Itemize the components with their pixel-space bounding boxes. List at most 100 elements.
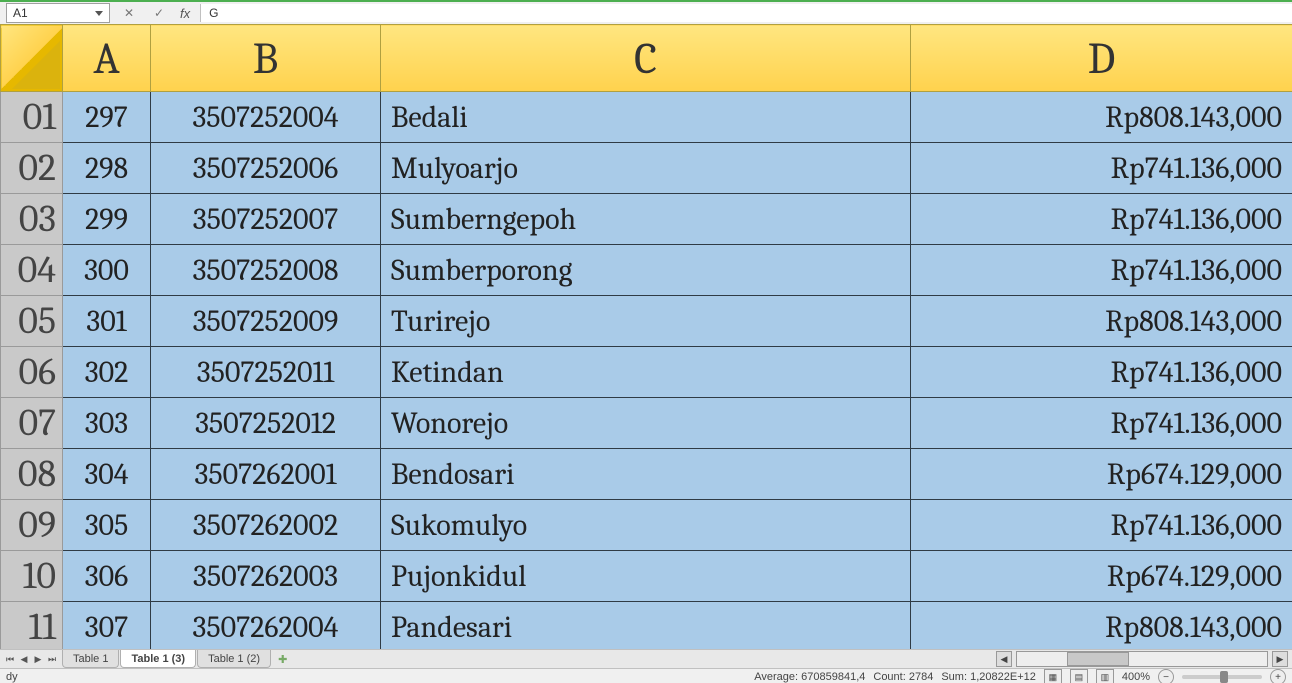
cell[interactable]: 307 bbox=[63, 602, 151, 650]
cell[interactable]: 299 bbox=[63, 194, 151, 245]
cell[interactable]: Rp674.129,000 bbox=[911, 551, 1292, 602]
cell[interactable]: 3507252009 bbox=[151, 296, 381, 347]
hscroll-right-button[interactable]: ▶ bbox=[1272, 651, 1288, 667]
row-header[interactable]: 07 bbox=[1, 398, 63, 449]
table-row: 113073507262004PandesariRp808.143,000 bbox=[1, 602, 1292, 650]
view-page-icon[interactable]: ▤ bbox=[1070, 669, 1088, 683]
cell[interactable]: Rp741.136,000 bbox=[911, 143, 1292, 194]
tab-next-icon[interactable]: ▶ bbox=[32, 653, 44, 665]
row-header[interactable]: 01 bbox=[1, 92, 63, 143]
formula-cancel-button[interactable]: ✕ bbox=[116, 3, 142, 23]
cell[interactable]: 3507262004 bbox=[151, 602, 381, 650]
name-box[interactable]: A1 bbox=[6, 3, 110, 23]
formula-bar-buttons: ✕ ✓ bbox=[116, 3, 172, 23]
sheet-table: A B C D 012973507252004BedaliRp808.143,0… bbox=[0, 24, 1292, 649]
zoom-slider-knob[interactable] bbox=[1220, 671, 1228, 683]
fx-label[interactable]: fx bbox=[180, 6, 190, 21]
sheet-tab[interactable]: Table 1 (3) bbox=[120, 650, 196, 668]
row-header[interactable]: 06 bbox=[1, 347, 63, 398]
sheet-tab[interactable]: Table 1 bbox=[62, 650, 119, 668]
formula-input[interactable]: G bbox=[200, 4, 1292, 22]
name-box-value: A1 bbox=[13, 6, 28, 20]
hscroll-thumb[interactable] bbox=[1067, 652, 1129, 666]
cell[interactable]: 3507262001 bbox=[151, 449, 381, 500]
sheet-tabs-row: ⏮ ◀ ▶ ⏭ Table 1Table 1 (3)Table 1 (2) ✚ … bbox=[0, 649, 1292, 669]
column-header-B[interactable]: B bbox=[151, 25, 381, 92]
cell[interactable]: 298 bbox=[63, 143, 151, 194]
add-sheet-button[interactable]: ✚ bbox=[272, 650, 293, 668]
status-left-text: dy bbox=[6, 671, 18, 683]
zoom-slider[interactable] bbox=[1182, 675, 1262, 679]
view-break-icon[interactable]: ▥ bbox=[1096, 669, 1114, 683]
cell[interactable]: Sumberporong bbox=[381, 245, 911, 296]
horizontal-scroll-area: ◀ ▶ bbox=[293, 650, 1292, 668]
hscroll-left-button[interactable]: ◀ bbox=[996, 651, 1012, 667]
sheet-tab[interactable]: Table 1 (2) bbox=[197, 650, 271, 668]
hscroll-track[interactable] bbox=[1016, 651, 1268, 667]
tab-last-icon[interactable]: ⏭ bbox=[46, 653, 58, 665]
cell[interactable]: 3507262002 bbox=[151, 500, 381, 551]
cell[interactable]: Rp741.136,000 bbox=[911, 398, 1292, 449]
cell[interactable]: Bendosari bbox=[381, 449, 911, 500]
cell[interactable]: Bedali bbox=[381, 92, 911, 143]
table-row: 012973507252004BedaliRp808.143,000 bbox=[1, 92, 1292, 143]
cell[interactable]: Turirejo bbox=[381, 296, 911, 347]
cell[interactable]: Rp808.143,000 bbox=[911, 92, 1292, 143]
cell[interactable]: 300 bbox=[63, 245, 151, 296]
cell[interactable]: Rp741.136,000 bbox=[911, 194, 1292, 245]
table-row: 043003507252008SumberporongRp741.136,000 bbox=[1, 245, 1292, 296]
column-header-D[interactable]: D bbox=[911, 25, 1292, 92]
cell[interactable]: 306 bbox=[63, 551, 151, 602]
cell[interactable]: 297 bbox=[63, 92, 151, 143]
cell[interactable]: Wonorejo bbox=[381, 398, 911, 449]
row-header[interactable]: 02 bbox=[1, 143, 63, 194]
cell[interactable]: Rp808.143,000 bbox=[911, 296, 1292, 347]
view-normal-icon[interactable]: ▦ bbox=[1044, 669, 1062, 683]
cell[interactable]: 3507252007 bbox=[151, 194, 381, 245]
name-box-dropdown-icon[interactable] bbox=[95, 11, 103, 16]
row-header[interactable]: 11 bbox=[1, 602, 63, 650]
formula-bar: A1 ✕ ✓ fx G bbox=[0, 2, 1292, 25]
cell[interactable]: 3507252012 bbox=[151, 398, 381, 449]
cell[interactable]: 3507262003 bbox=[151, 551, 381, 602]
row-header[interactable]: 03 bbox=[1, 194, 63, 245]
cell[interactable]: 3507252008 bbox=[151, 245, 381, 296]
row-header[interactable]: 10 bbox=[1, 551, 63, 602]
cell[interactable]: Pandesari bbox=[381, 602, 911, 650]
status-sum: Sum: 1,20822E+12 bbox=[941, 671, 1036, 683]
row-header[interactable]: 05 bbox=[1, 296, 63, 347]
tab-prev-icon[interactable]: ◀ bbox=[18, 653, 30, 665]
cell[interactable]: 305 bbox=[63, 500, 151, 551]
column-header-A[interactable]: A bbox=[63, 25, 151, 92]
cell[interactable]: 3507252004 bbox=[151, 92, 381, 143]
table-row: 103063507262003PujonkidulRp674.129,000 bbox=[1, 551, 1292, 602]
cell[interactable]: 301 bbox=[63, 296, 151, 347]
cell[interactable]: 303 bbox=[63, 398, 151, 449]
cell[interactable]: Sukomulyo bbox=[381, 500, 911, 551]
row-header[interactable]: 08 bbox=[1, 449, 63, 500]
cell[interactable]: Rp808.143,000 bbox=[911, 602, 1292, 650]
cell[interactable]: 3507252011 bbox=[151, 347, 381, 398]
spreadsheet-grid[interactable]: A B C D 012973507252004BedaliRp808.143,0… bbox=[0, 24, 1292, 649]
cell[interactable]: Sumberngepoh bbox=[381, 194, 911, 245]
cell[interactable]: 3507252006 bbox=[151, 143, 381, 194]
zoom-in-button[interactable]: + bbox=[1270, 669, 1286, 683]
row-header[interactable]: 04 bbox=[1, 245, 63, 296]
cell[interactable]: Rp741.136,000 bbox=[911, 245, 1292, 296]
zoom-label: 400% bbox=[1122, 671, 1150, 683]
cell[interactable]: 304 bbox=[63, 449, 151, 500]
cell[interactable]: 302 bbox=[63, 347, 151, 398]
formula-accept-button[interactable]: ✓ bbox=[146, 3, 172, 23]
cell[interactable]: Rp741.136,000 bbox=[911, 347, 1292, 398]
zoom-out-button[interactable]: − bbox=[1158, 669, 1174, 683]
cell[interactable]: Rp674.129,000 bbox=[911, 449, 1292, 500]
cell[interactable]: Rp741.136,000 bbox=[911, 500, 1292, 551]
row-header[interactable]: 09 bbox=[1, 500, 63, 551]
bottom-bar: ⏮ ◀ ▶ ⏭ Table 1Table 1 (3)Table 1 (2) ✚ … bbox=[0, 649, 1292, 683]
cell[interactable]: Pujonkidul bbox=[381, 551, 911, 602]
select-all-corner[interactable] bbox=[1, 25, 63, 92]
tab-first-icon[interactable]: ⏮ bbox=[4, 653, 16, 665]
cell[interactable]: Ketindan bbox=[381, 347, 911, 398]
column-header-C[interactable]: C bbox=[381, 25, 911, 92]
cell[interactable]: Mulyoarjo bbox=[381, 143, 911, 194]
